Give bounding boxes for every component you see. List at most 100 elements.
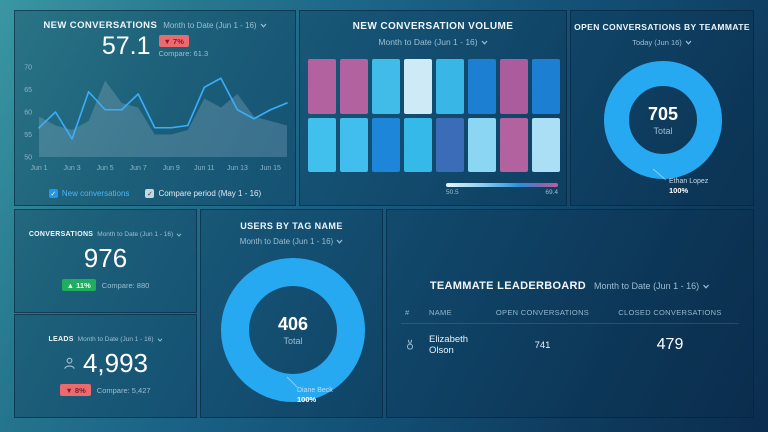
panel-teammate-leaderboard: TEAMMATE LEADERBOARD Month to Date (Jun … (386, 209, 754, 418)
chevron-down-icon (260, 23, 267, 28)
donut-total-label: Total (653, 126, 673, 136)
legend-compare-period[interactable]: ✓ Compare period (May 1 - 16) (145, 189, 261, 198)
date-range-label: Month to Date (Jun 1 - 16) (163, 21, 257, 30)
scale-min-label: 50.5 (446, 189, 459, 196)
date-range-selector[interactable]: Today (Jun 16) (632, 38, 692, 47)
chevron-down-icon (685, 40, 692, 45)
segment-callout: Ethan Lopez 100% (669, 177, 708, 197)
teammate-name: Elizabeth Olson (429, 334, 469, 356)
column-header-closed: CLOSED CONVERSATIONS (618, 308, 722, 317)
svg-text:Jun 15: Jun 15 (260, 165, 281, 172)
heatmap-tile (532, 117, 560, 172)
heatmap-tile (340, 117, 368, 172)
panel-new-conversations: NEW CONVERSATIONS Month to Date (Jun 1 -… (14, 10, 296, 206)
checkbox-checked-icon: ✓ (145, 189, 155, 198)
svg-text:Jun 13: Jun 13 (227, 165, 248, 172)
compare-value: Compare: 880 (101, 280, 150, 290)
date-range-selector[interactable]: Month to Date (Jun 1 - 16) (240, 237, 343, 246)
color-scale: 50.5 69.4 (446, 183, 558, 196)
segment-percent: 100% (297, 395, 317, 405)
table-row: Elizabeth Olson 741 479 (401, 324, 739, 366)
heatmap-tile (308, 59, 336, 114)
chevron-down-icon (176, 232, 182, 237)
date-range-selector[interactable]: Month to Date (Jun 1 - 16) (594, 281, 710, 291)
heatmap-tile (436, 117, 464, 172)
heatmap-tile (468, 117, 496, 172)
donut-total: 406 (277, 314, 309, 334)
callout-line (652, 168, 667, 181)
table-header-row: # NAME OPEN CONVERSATIONS CLOSED CONVERS… (401, 302, 739, 324)
kpi-value: 4,993 (82, 348, 149, 378)
donut-total: 705 (647, 104, 679, 124)
date-range-label: Month to Date (Jun 1 - 16) (378, 37, 478, 47)
chart-legend: ✓ New conversations ✓ Compare period (Ma… (15, 189, 295, 198)
open-conversations-value: 741 (534, 339, 551, 351)
delta-badge: ▼ 7% (158, 35, 189, 47)
heatmap-tile (532, 59, 560, 114)
panel-title: USERS BY TAG NAME (240, 221, 343, 231)
svg-text:Jun 7: Jun 7 (130, 165, 147, 172)
svg-text:Jun 1: Jun 1 (30, 165, 47, 172)
date-range-label: Month to Date (Jun 1 - 16) (77, 336, 154, 343)
checkbox-checked-icon: ✓ (48, 189, 58, 198)
line-chart: 50 55 60 65 70 Jun 1 Jun 3 Jun 5 Jun 7 Jun 9 Jun 1… (24, 65, 288, 172)
svg-text:55: 55 (24, 132, 32, 139)
svg-text:60: 60 (24, 110, 32, 117)
panel-leads-stat: LEADS Month to Date (Jun 1 - 16) 4,993 ▼… (14, 314, 197, 418)
panel-title: CONVERSATIONS (28, 231, 94, 238)
scale-max-label: 69.4 (545, 189, 558, 196)
svg-text:65: 65 (24, 87, 32, 94)
chevron-down-icon (336, 239, 343, 244)
closed-conversations-value: 479 (656, 336, 684, 353)
delta-badge: ▼ 8% (60, 384, 91, 396)
date-range-selector[interactable]: Month to Date (Jun 1 - 16) (97, 231, 182, 238)
panel-title: OPEN CONVERSATIONS BY TEAMMATE (574, 22, 750, 32)
donut-chart: 705 Total (604, 61, 722, 179)
chevron-down-icon (157, 337, 162, 342)
panel-title: NEW CONVERSATIONS (43, 20, 158, 31)
date-range-label: Month to Date (Jun 1 - 16) (97, 231, 174, 238)
heatmap-tile (436, 59, 464, 114)
medal-icon (407, 339, 413, 350)
panel-open-conversations-by-teammate: OPEN CONVERSATIONS BY TEAMMATE Today (Ju… (570, 10, 754, 206)
panel-title: TEAMMATE LEADERBOARD (429, 280, 587, 292)
panel-new-conversation-volume: NEW CONVERSATION VOLUME Month to Date (J… (299, 10, 567, 206)
svg-text:70: 70 (24, 65, 32, 72)
color-scale-gradient (446, 183, 558, 187)
panel-title: LEADS (48, 336, 74, 343)
chevron-down-icon (481, 40, 488, 45)
svg-text:Jun 3: Jun 3 (64, 165, 81, 172)
heatmap-tile (372, 117, 400, 172)
kpi-value: 57.1 (101, 32, 151, 60)
svg-text:Jun 5: Jun 5 (97, 165, 114, 172)
date-range-label: Today (Jun 16) (632, 38, 682, 47)
date-range-selector[interactable]: Month to Date (Jun 1 - 16) (78, 336, 163, 343)
heatmap-tile (500, 117, 528, 172)
person-icon (64, 357, 75, 369)
segment-label: Ethan Lopez (669, 178, 709, 185)
heatmap-tile (308, 117, 336, 172)
svg-text:50: 50 (24, 155, 32, 162)
heatmap-grid (308, 59, 560, 172)
heatmap-tile (468, 59, 496, 114)
heatmap-tile (404, 117, 432, 172)
panel-users-by-tag-name: USERS BY TAG NAME Month to Date (Jun 1 -… (200, 209, 383, 418)
segment-label: Diane Beck (297, 387, 333, 394)
date-range-label: Month to Date (Jun 1 - 16) (239, 237, 334, 246)
compare-value: Compare: 5,427 (96, 385, 151, 395)
heatmap-tile (500, 59, 528, 114)
legend-new-conversations[interactable]: ✓ New conversations (48, 189, 130, 198)
date-range-selector[interactable]: Month to Date (Jun 1 - 16) (378, 37, 488, 47)
date-range-selector[interactable]: Month to Date (Jun 1 - 16) (163, 21, 267, 30)
svg-text:Jun 9: Jun 9 (163, 165, 180, 172)
segment-callout: Diane Beck 100% (297, 386, 333, 406)
date-range-label: Month to Date (Jun 1 - 16) (594, 281, 700, 291)
legend-label: New conversations (61, 189, 130, 198)
callout-line (286, 376, 298, 388)
panel-title: NEW CONVERSATION VOLUME (352, 21, 514, 32)
segment-percent: 100% (669, 186, 689, 196)
delta-badge: ▲ 11% (61, 279, 96, 291)
column-header-open: OPEN CONVERSATIONS (495, 308, 590, 317)
kpi-value: 976 (83, 243, 128, 273)
